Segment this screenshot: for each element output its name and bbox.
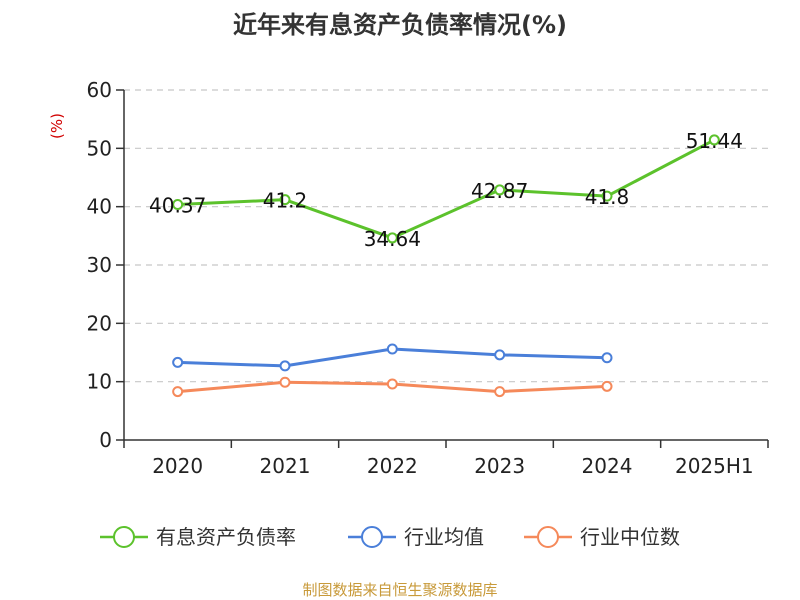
data-label: 40.37 xyxy=(149,194,206,218)
x-tick-label: 2025H1 xyxy=(675,454,754,478)
x-tick-label: 2023 xyxy=(474,454,525,478)
data-point xyxy=(601,352,613,364)
y-tick-label: 50 xyxy=(87,136,112,160)
legend-label-0: 有息资产负债率 xyxy=(156,525,296,549)
data-label: 41.2 xyxy=(263,189,308,213)
data-point xyxy=(172,356,184,368)
x-tick-label: 2020 xyxy=(152,454,203,478)
data-point xyxy=(494,349,506,361)
source-note: 制图数据来自恒生聚源数据库 xyxy=(302,581,497,599)
data-point xyxy=(172,386,184,398)
data-point xyxy=(494,184,506,196)
gridlines xyxy=(124,89,768,383)
data-point xyxy=(279,376,291,388)
data-labels: 40.37 41.2 34.64 42.87 41.8 51.44 xyxy=(149,129,743,251)
data-label: 51.44 xyxy=(686,129,743,153)
data-point xyxy=(279,360,291,372)
x-tick-label: 2022 xyxy=(367,454,418,478)
y-tick-label: 10 xyxy=(87,370,112,394)
data-point xyxy=(386,232,398,244)
y-tick-label: 60 xyxy=(87,78,112,102)
data-point xyxy=(172,199,184,211)
y-tick-label: 20 xyxy=(87,311,112,335)
data-point xyxy=(708,134,720,146)
data-point xyxy=(279,194,291,206)
data-label: 34.64 xyxy=(364,227,421,251)
legend-label-2: 行业中位数 xyxy=(580,525,680,549)
x-tick-label: 2021 xyxy=(260,454,311,478)
y-tick-label: 40 xyxy=(87,195,112,219)
y-tick-label: 0 xyxy=(99,428,112,452)
data-point xyxy=(386,378,398,390)
legend-marker-0 xyxy=(113,526,135,548)
data-label: 41.8 xyxy=(585,185,630,209)
chart-title: 近年来有息资产负债率情况(%) xyxy=(233,11,567,39)
data-point xyxy=(386,343,398,355)
legend-marker-1 xyxy=(361,526,383,548)
data-point xyxy=(494,386,506,398)
series-line-0 xyxy=(176,138,716,240)
data-point xyxy=(601,380,613,392)
y-tick-label: 30 xyxy=(87,253,112,277)
legend-marker-2 xyxy=(537,526,559,548)
y-axis-unit-label: (%) xyxy=(48,113,66,139)
data-point xyxy=(601,190,613,202)
legend-label-1: 行业均值 xyxy=(404,525,484,549)
series-layer xyxy=(172,134,720,398)
axes: 0 10 20 30 40 50 60 2020 2021 2022 2023 2024 2025H1 xyxy=(87,78,769,478)
x-tick-label: 2024 xyxy=(582,454,633,478)
legend: 有息资产负债率 行业均值 行业中位数 xyxy=(100,525,680,549)
data-label: 42.87 xyxy=(471,179,528,203)
